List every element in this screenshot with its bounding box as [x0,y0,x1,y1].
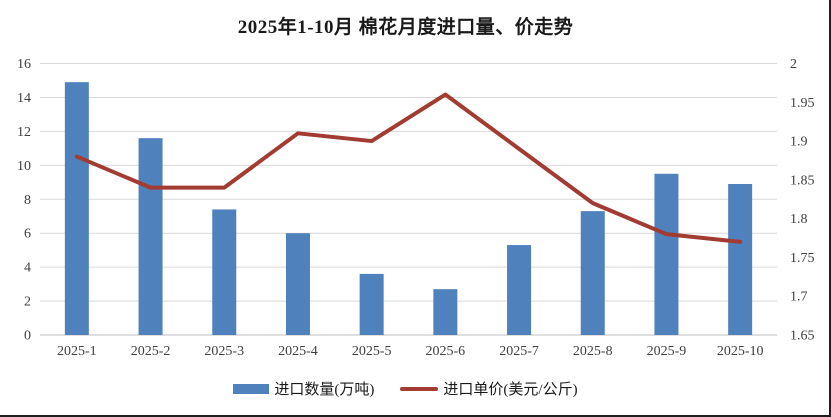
table-cell-border-bottom [0,415,831,417]
left-axis-tick: 6 [24,227,31,242]
x-axis-label: 2025-4 [278,344,318,359]
bar-2025-1 [64,82,89,336]
left-axis-tick: 8 [24,193,31,208]
x-axis-label: 2025-6 [426,344,466,359]
x-axis-label: 2025-1 [57,344,97,359]
bar-2025-10 [728,183,753,335]
legend-label-unit-price: 进口单价(美元/公斤) [443,382,578,398]
legend: 进口数量(万吨) 进口单价(美元/公斤) [0,378,811,399]
x-axis-label: 2025-9 [647,344,687,359]
bar-2025-3 [212,209,237,335]
bar-2025-8 [580,211,605,335]
right-axis-tick: 1.95 [790,96,815,111]
right-axis-tick: 2 [790,57,797,72]
legend-item-import-volume: 进口数量(万吨) [233,378,374,399]
bar-2025-5 [359,273,384,335]
bar-2025-9 [654,173,679,335]
chart-title: 2025年1-10月 棉花月度进口量、价走势 [237,17,574,38]
x-axis-label: 2025-10 [717,344,764,359]
right-axis-tick: 1.75 [790,251,815,266]
right-axis-tick: 1.65 [790,329,815,344]
right-axis-tick: 1.9 [790,135,808,150]
x-axis-label: 2025-3 [204,344,244,359]
right-axis-tick: 1.85 [790,173,815,188]
x-axis-label: 2025-8 [573,344,613,359]
bar-2025-6 [433,289,458,335]
x-axis-label: 2025-2 [131,344,171,359]
line-series-swatch [400,386,439,391]
left-axis-tick: 10 [17,159,31,174]
left-axis-tick: 12 [17,125,31,140]
left-axis-tick: 16 [17,57,31,72]
price-line [74,92,743,244]
x-axis-label: 2025-5 [352,344,392,359]
left-axis-tick: 0 [24,329,31,344]
bar-series-swatch [233,383,270,394]
bar-2025-7 [507,245,532,335]
bar-2025-2 [138,138,163,335]
legend-item-unit-price: 进口单价(美元/公斤) [400,378,578,399]
bar-2025-4 [285,233,310,335]
legend-label-import-volume: 进口数量(万吨) [274,382,375,398]
x-axis-label: 2025-7 [499,344,539,359]
table-cell-border-right [829,0,831,417]
left-axis-tick: 2 [24,295,31,310]
right-axis-tick: 1.8 [790,212,808,227]
left-axis-tick: 4 [24,261,31,276]
left-axis-tick: 14 [17,91,31,106]
right-axis-tick: 1.7 [790,290,808,305]
